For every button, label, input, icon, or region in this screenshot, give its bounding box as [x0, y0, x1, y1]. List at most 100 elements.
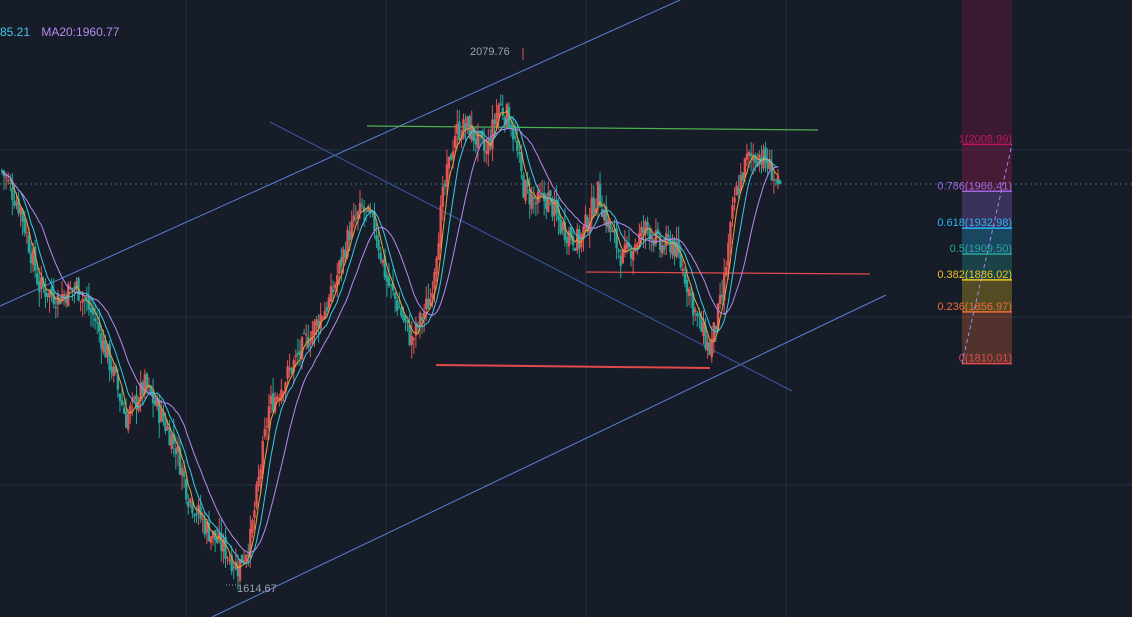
- candle-body: [300, 337, 304, 360]
- candle-body: [766, 160, 769, 169]
- candle-body: [408, 324, 411, 345]
- candle-body: [52, 292, 55, 305]
- candle-body: [774, 178, 778, 181]
- candle-body: [226, 557, 229, 559]
- candle-body: [772, 179, 776, 181]
- candle-body: [551, 198, 554, 217]
- candle-body: [38, 281, 41, 293]
- candle-body: [582, 226, 585, 238]
- candle-body: [640, 226, 643, 237]
- candle-body: [288, 367, 291, 370]
- candle-body: [398, 307, 401, 309]
- candle-body: [495, 112, 498, 127]
- candle-body: [156, 398, 159, 407]
- candle-body: [437, 243, 440, 260]
- candle-body: [716, 303, 720, 332]
- candle-body: [489, 141, 492, 147]
- candle-body: [71, 287, 74, 290]
- ma5-line: [1, 110, 779, 568]
- candle-body: [526, 179, 529, 187]
- lower-channel-line[interactable]: [211, 294, 887, 617]
- candle-body: [228, 559, 231, 562]
- candle-body: [671, 241, 674, 255]
- candle-body: [350, 221, 353, 239]
- last-price-marker: [776, 179, 782, 185]
- candle-body: [402, 314, 405, 321]
- candle-body: [563, 221, 567, 241]
- trendline-drawings[interactable]: [0, 0, 887, 617]
- candle-body: [605, 206, 608, 227]
- candle-body: [15, 202, 18, 206]
- candle-body: [648, 227, 651, 240]
- candle-body: [464, 123, 467, 130]
- candle-body: [383, 255, 387, 278]
- candle-body: [348, 231, 351, 241]
- candle-body: [607, 219, 610, 228]
- candle-body: [497, 105, 500, 118]
- candle-body: [513, 136, 517, 139]
- candle-body: [166, 426, 169, 430]
- candle-body: [768, 158, 771, 169]
- candle-body: [189, 498, 192, 503]
- candle-body: [406, 320, 409, 323]
- candle-body: [600, 209, 604, 218]
- candle-body: [658, 235, 662, 250]
- candle-body: [466, 116, 469, 127]
- candle-body: [451, 151, 455, 159]
- candle-body: [195, 513, 198, 516]
- candle-body: [276, 396, 279, 400]
- candle-body: [557, 209, 560, 220]
- fibonacci-retracement[interactable]: 1(2008.99) 0.786(1966.41) 0.618(1932.98) 0.…: [937, 0, 1013, 365]
- candle-body: [412, 338, 415, 340]
- candle-body: [623, 244, 627, 252]
- resistance-line[interactable]: [366, 125, 819, 131]
- candle-body: [319, 314, 322, 329]
- candle-body: [338, 260, 341, 274]
- candle-body: [621, 250, 624, 264]
- candle-body: [660, 245, 664, 254]
- candle-body: [685, 279, 689, 292]
- candle-body: [615, 228, 618, 249]
- candle-body: [244, 555, 248, 561]
- candle-body: [662, 245, 666, 250]
- candle-body: [35, 273, 39, 284]
- candle-body: [356, 211, 360, 219]
- candle-body: [249, 528, 252, 558]
- candle-body: [133, 396, 136, 400]
- candle-body: [238, 559, 242, 581]
- candle-body: [278, 397, 281, 400]
- candle-body: [387, 277, 391, 287]
- candle-body: [673, 238, 676, 257]
- candle-body: [458, 121, 461, 141]
- candle-body: [646, 222, 649, 227]
- candle-body: [569, 227, 573, 240]
- candle-body: [230, 555, 233, 572]
- ma20-value: MA20:1960.77: [41, 25, 120, 39]
- candle-body: [255, 484, 258, 507]
- ma10-line: [1, 116, 779, 565]
- candle-body: [4, 177, 8, 179]
- candle-body: [706, 341, 709, 351]
- candle-body: [211, 530, 215, 538]
- candle-body: [555, 199, 558, 213]
- fib-zone: [962, 279, 1012, 312]
- candle-body: [675, 242, 678, 257]
- low-price-label: 1614.67: [237, 583, 277, 595]
- candle-body: [315, 319, 318, 326]
- upper-channel-line[interactable]: [0, 0, 681, 307]
- ma20-line: [1, 127, 779, 554]
- candle-body: [574, 247, 577, 251]
- candle-body: [234, 561, 238, 570]
- candle-body: [631, 250, 635, 261]
- candle-body: [712, 322, 716, 343]
- candle-body: [586, 217, 589, 232]
- candle-body: [313, 321, 316, 335]
- candle-body: [391, 283, 395, 291]
- double-bottom-support-line[interactable]: [435, 364, 711, 369]
- candle-body: [309, 343, 312, 345]
- fib-zone: [962, 228, 1012, 254]
- candle-body: [729, 222, 732, 244]
- candle-body: [617, 249, 620, 252]
- candle-body: [578, 229, 581, 249]
